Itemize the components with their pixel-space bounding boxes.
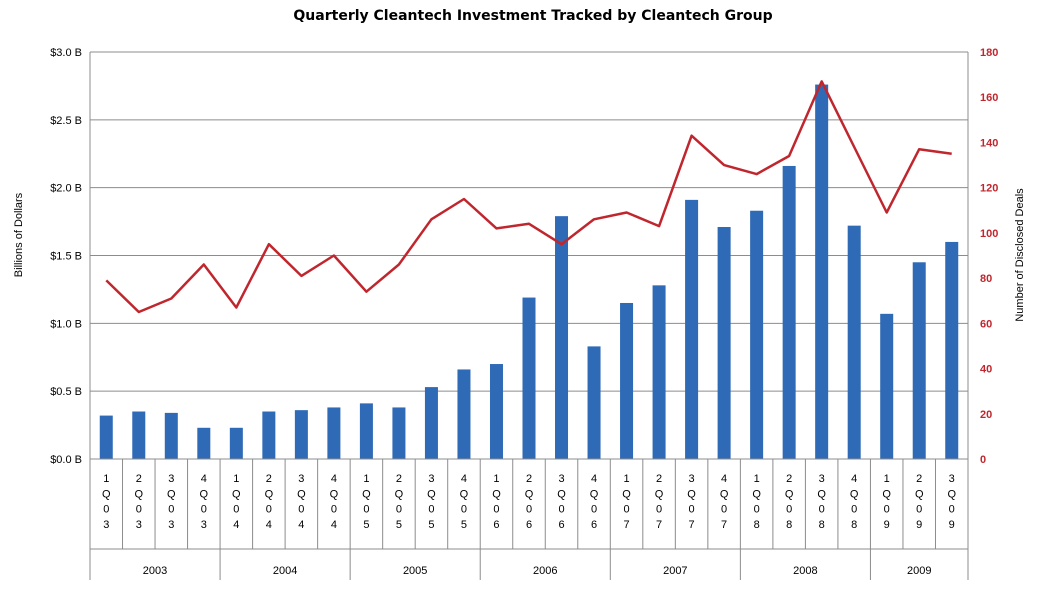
year-label-2008: 2008 <box>793 565 817 577</box>
year-label-2005: 2005 <box>403 565 427 577</box>
chart-title: Quarterly Cleantech Investment Tracked b… <box>293 8 772 24</box>
bar-2Q06 <box>522 297 536 459</box>
bar-1Q04 <box>229 427 243 459</box>
year-label-2004: 2004 <box>273 565 297 577</box>
bar-2Q09 <box>912 262 926 459</box>
y-axis-label: Billions of Dollars <box>13 192 25 277</box>
year-label-2007: 2007 <box>663 565 687 577</box>
bar-3Q09 <box>945 241 959 459</box>
bar-3Q06 <box>555 216 569 459</box>
bar-2Q04 <box>262 411 276 459</box>
left-tick-label: $3.0 B <box>50 47 82 59</box>
y2-axis-label: Number of Disclosed Deals <box>1014 188 1026 322</box>
bar-3Q05 <box>424 387 438 459</box>
right-tick-label: 80 <box>980 273 992 285</box>
bar-4Q08 <box>847 225 861 459</box>
left-tick-label: $1.5 B <box>50 251 82 263</box>
bar-1Q06 <box>489 364 503 459</box>
right-tick-label: 180 <box>980 47 998 59</box>
x-axis-labels: 1 Q 0 3 2 Q 0 3 3 Q 0 3 4 Q 0 3 1 Q 0 4 2 Q 0 4 3 Q 0 4 4 Q 0 4 1 Q 0 5 2 Q 0 5… <box>102 473 956 577</box>
bar-4Q07 <box>717 227 731 459</box>
bar-3Q08 <box>815 84 829 459</box>
left-tick-label: $0.0 B <box>50 454 82 466</box>
bar-1Q07 <box>620 302 634 459</box>
bar-2Q07 <box>652 285 666 459</box>
bar-3Q07 <box>685 199 699 460</box>
right-tick-label: 40 <box>980 364 992 376</box>
left-tick-label: $2.5 B <box>50 115 82 127</box>
left-axis-ticks: $0.0 B $0.5 B $1.0 B $1.5 B $2.0 B $2.5 B $3.0… <box>50 47 82 466</box>
bar-1Q09 <box>880 313 894 459</box>
right-tick-label: 140 <box>980 137 998 149</box>
right-tick-label: 60 <box>980 318 992 330</box>
left-tick-label: $0.5 B <box>50 386 82 398</box>
deals-line <box>105 80 952 314</box>
bar-4Q04 <box>327 407 341 459</box>
left-tick-label: $2.0 B <box>50 183 82 195</box>
bar-series <box>99 84 959 460</box>
bar-1Q05 <box>359 403 373 459</box>
bar-2Q08 <box>782 165 796 459</box>
right-tick-label: 0 <box>980 454 986 466</box>
bar-3Q03 <box>164 412 178 459</box>
bar-1Q08 <box>750 210 764 459</box>
year-label-2009: 2009 <box>907 565 931 577</box>
bar-2Q03 <box>132 411 146 459</box>
bar-4Q05 <box>457 369 471 459</box>
bar-3Q04 <box>294 410 308 459</box>
axes <box>89 52 969 580</box>
right-tick-label: 100 <box>980 228 998 240</box>
bar-2Q05 <box>392 407 406 459</box>
right-tick-label: 120 <box>980 183 998 195</box>
right-axis-ticks: 0 20 40 60 80 100 120 140 160 180 <box>980 47 998 466</box>
year-label-2006: 2006 <box>533 565 557 577</box>
left-tick-label: $1.0 B <box>50 318 82 330</box>
bar-4Q03 <box>197 427 211 459</box>
bar-4Q06 <box>587 346 601 459</box>
deals-line-series <box>105 80 952 314</box>
year-label-2003: 2003 <box>143 565 167 577</box>
right-tick-label: 20 <box>980 409 992 421</box>
right-tick-label: 160 <box>980 92 998 104</box>
bar-1Q03 <box>99 415 113 459</box>
